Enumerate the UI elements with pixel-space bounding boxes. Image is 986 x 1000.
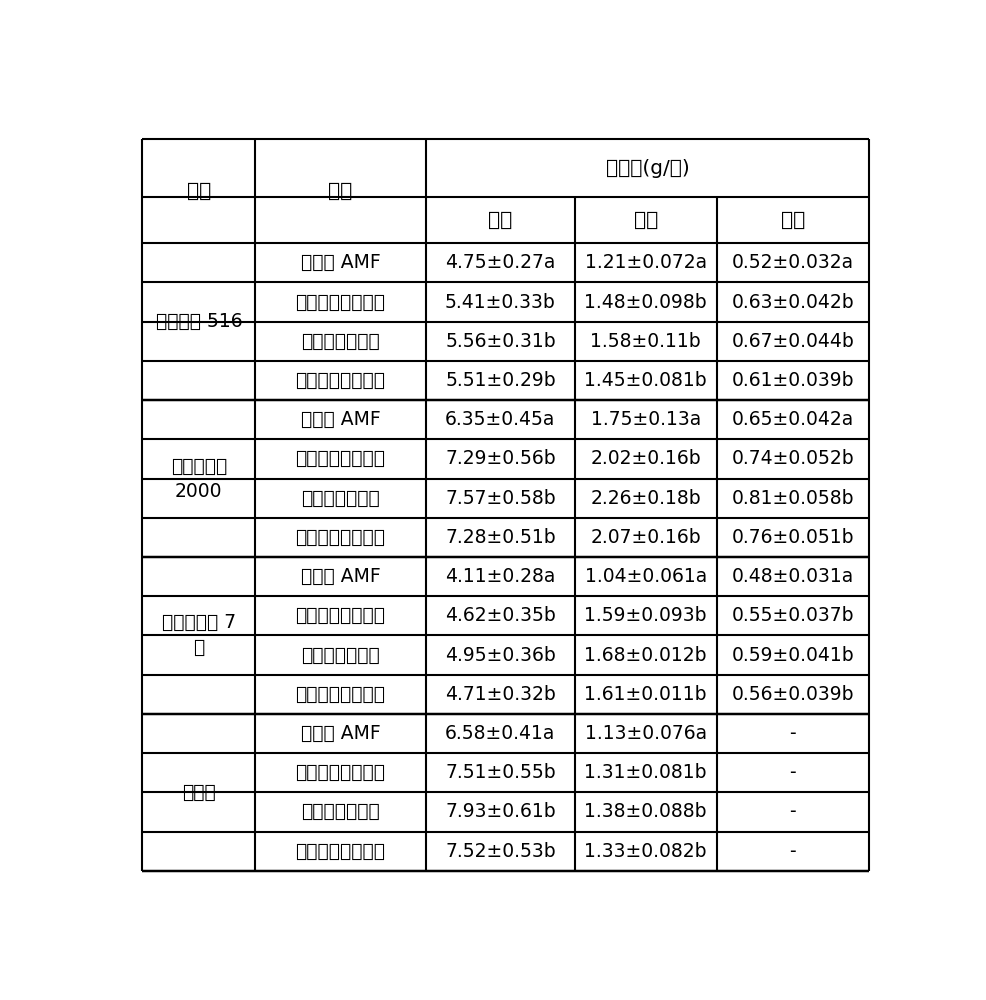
Text: 5.51±0.29b: 5.51±0.29b <box>445 371 555 390</box>
Text: 2.07±0.16b: 2.07±0.16b <box>590 528 700 547</box>
Text: 6.58±0.41a: 6.58±0.41a <box>445 724 555 743</box>
Text: 5.41±0.33b: 5.41±0.33b <box>445 293 555 312</box>
Text: 4.75±0.27a: 4.75±0.27a <box>445 253 555 272</box>
Text: 1.48±0.098b: 1.48±0.098b <box>584 293 706 312</box>
Text: 0.61±0.039b: 0.61±0.039b <box>731 371 853 390</box>
Text: 0.55±0.037b: 0.55±0.037b <box>731 606 853 625</box>
Text: 玉米华旺甜 7
号: 玉米华旺甜 7 号 <box>162 613 236 657</box>
Text: 接种摩西斗管囊霎: 接种摩西斗管囊霎 <box>295 606 386 625</box>
Text: 0.63±0.042b: 0.63±0.042b <box>731 293 853 312</box>
Text: 4.62±0.35b: 4.62±0.35b <box>445 606 555 625</box>
Text: 地下: 地下 <box>633 211 658 230</box>
Text: 玉米京科 516: 玉米京科 516 <box>156 312 242 331</box>
Text: 1.61±0.011b: 1.61±0.011b <box>584 685 706 704</box>
Text: 1.38±0.088b: 1.38±0.088b <box>584 802 706 821</box>
Text: 1.58±0.11b: 1.58±0.11b <box>590 332 700 351</box>
Text: 1.13±0.076a: 1.13±0.076a <box>584 724 706 743</box>
Text: 不接种 AMF: 不接种 AMF <box>301 253 380 272</box>
Text: 植物: 植物 <box>186 182 211 201</box>
Text: 0.65±0.042a: 0.65±0.042a <box>731 410 853 429</box>
Text: 7.93±0.61b: 7.93±0.61b <box>445 802 555 821</box>
Text: 接种摩西斗管囊霎: 接种摩西斗管囊霎 <box>295 449 386 468</box>
Text: 1.59±0.093b: 1.59±0.093b <box>584 606 706 625</box>
Text: 接种摩西斗管囊霎: 接种摩西斗管囊霎 <box>295 763 386 782</box>
Text: 7.52±0.53b: 7.52±0.53b <box>445 842 555 861</box>
Text: -: - <box>789 763 796 782</box>
Text: 4.71±0.32b: 4.71±0.32b <box>445 685 555 704</box>
Text: 螧蚊菊: 螧蚊菊 <box>181 783 216 802</box>
Text: 6.35±0.45a: 6.35±0.45a <box>445 410 555 429</box>
Text: 4.11±0.28a: 4.11±0.28a <box>445 567 555 586</box>
Text: 接种根内根孢囊霎: 接种根内根孢囊霎 <box>295 842 386 861</box>
Text: 7.29±0.56b: 7.29±0.56b <box>445 449 555 468</box>
Text: 0.76±0.051b: 0.76±0.051b <box>731 528 853 547</box>
Text: 接种根内根孢囊霎: 接种根内根孢囊霎 <box>295 685 386 704</box>
Text: 接种根内根孢囊霎: 接种根内根孢囊霎 <box>295 371 386 390</box>
Text: 接种地表球囊霎: 接种地表球囊霎 <box>301 802 380 821</box>
Text: 不接种 AMF: 不接种 AMF <box>301 567 380 586</box>
Text: 7.57±0.58b: 7.57±0.58b <box>445 489 555 508</box>
Text: 0.56±0.039b: 0.56±0.039b <box>731 685 853 704</box>
Text: 玉米京科糯
2000: 玉米京科糯 2000 <box>171 457 227 501</box>
Text: 处理: 处理 <box>328 182 352 201</box>
Text: 2.26±0.18b: 2.26±0.18b <box>590 489 700 508</box>
Text: 7.51±0.55b: 7.51±0.55b <box>445 763 555 782</box>
Text: 4.95±0.36b: 4.95±0.36b <box>445 646 555 665</box>
Text: 不接种 AMF: 不接种 AMF <box>301 724 380 743</box>
Text: 接种地表球囊霎: 接种地表球囊霎 <box>301 332 380 351</box>
Text: 5.56±0.31b: 5.56±0.31b <box>445 332 555 351</box>
Text: 接种地表球囊霎: 接种地表球囊霎 <box>301 489 380 508</box>
Text: 1.04±0.061a: 1.04±0.061a <box>584 567 706 586</box>
Text: 接种摩西斗管囊霎: 接种摩西斗管囊霎 <box>295 293 386 312</box>
Text: 1.31±0.081b: 1.31±0.081b <box>584 763 706 782</box>
Text: 1.33±0.082b: 1.33±0.082b <box>584 842 706 861</box>
Text: 粒粒: 粒粒 <box>780 211 805 230</box>
Text: 2.02±0.16b: 2.02±0.16b <box>590 449 700 468</box>
Text: 0.52±0.032a: 0.52±0.032a <box>731 253 853 272</box>
Text: 1.75±0.13a: 1.75±0.13a <box>590 410 700 429</box>
Text: -: - <box>789 842 796 861</box>
Text: -: - <box>789 802 796 821</box>
Text: 0.74±0.052b: 0.74±0.052b <box>731 449 853 468</box>
Text: -: - <box>789 724 796 743</box>
Text: 0.67±0.044b: 0.67±0.044b <box>731 332 854 351</box>
Text: 1.68±0.012b: 1.68±0.012b <box>584 646 706 665</box>
Text: 不接种 AMF: 不接种 AMF <box>301 410 380 429</box>
Text: 1.21±0.072a: 1.21±0.072a <box>584 253 706 272</box>
Text: 生物量(g/株): 生物量(g/株) <box>605 159 688 178</box>
Text: 0.48±0.031a: 0.48±0.031a <box>731 567 853 586</box>
Text: 0.81±0.058b: 0.81±0.058b <box>731 489 853 508</box>
Text: 地上: 地上 <box>488 211 512 230</box>
Text: 接种根内根孢囊霎: 接种根内根孢囊霎 <box>295 528 386 547</box>
Text: 接种地表球囊霎: 接种地表球囊霎 <box>301 646 380 665</box>
Text: 1.45±0.081b: 1.45±0.081b <box>584 371 706 390</box>
Text: 0.59±0.041b: 0.59±0.041b <box>731 646 853 665</box>
Text: 7.28±0.51b: 7.28±0.51b <box>445 528 555 547</box>
